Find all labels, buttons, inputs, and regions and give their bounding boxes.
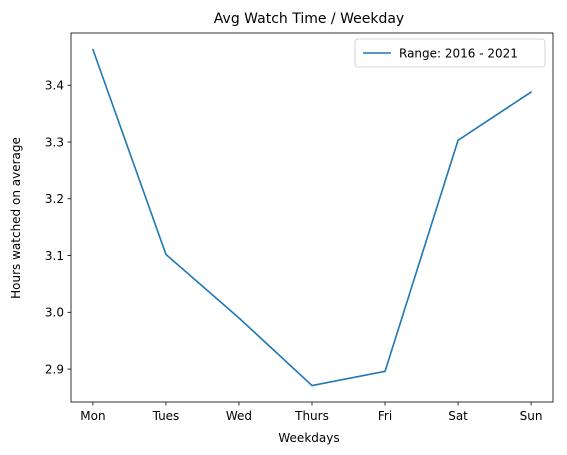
x-tick-label: Mon xyxy=(80,409,105,423)
x-tick-label: Wed xyxy=(226,409,252,423)
legend-box xyxy=(354,38,546,68)
axes-frame xyxy=(70,32,554,403)
y-tick-label: 2.9 xyxy=(45,362,64,376)
x-axis-label: Weekdays xyxy=(278,431,339,445)
y-tick-label: 3.4 xyxy=(45,79,64,93)
x-tick-label: Sun xyxy=(520,409,543,423)
y-tick-label: 3.0 xyxy=(45,306,64,320)
y-axis-label: Hours watched on average xyxy=(9,137,23,299)
legend-label: Range: 2016 - 2021 xyxy=(399,46,518,60)
x-tick-label: Thurs xyxy=(294,409,329,423)
y-tick-label: 3.3 xyxy=(45,135,64,149)
y-tick-label: 3.2 xyxy=(45,192,64,206)
chart-title: Avg Watch Time / Weekday xyxy=(214,11,404,27)
plot-area: Mon Tues Wed Thurs Fri Sat Sun 2.9 3.0 3.1 3.2 3.3 3… xyxy=(45,32,554,423)
x-tick-label: Sat xyxy=(448,409,468,423)
y-tick-label: 3.1 xyxy=(45,249,64,263)
x-tick-label: Fri xyxy=(378,409,392,423)
legend: Range: 2016 - 2021 xyxy=(354,38,546,68)
x-tick-label: Tues xyxy=(152,409,180,423)
series-line xyxy=(92,48,532,387)
